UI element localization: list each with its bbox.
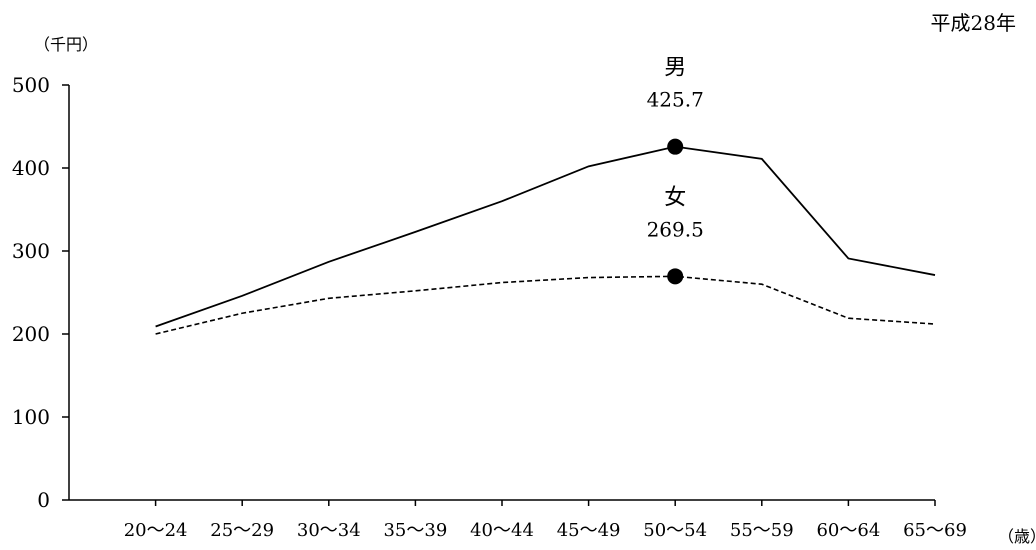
y-axis-unit-label: （千円） xyxy=(34,35,98,54)
x-tick-label: 40～44 xyxy=(470,520,534,541)
x-tick-label: 45～49 xyxy=(557,520,621,541)
series-group: 男 425.7 女 269.5 xyxy=(156,56,935,334)
y-tick-label: 200 xyxy=(12,322,50,346)
x-tick-label: 55～59 xyxy=(730,520,794,541)
y-axis-ticks: 0 100 200 300 400 500 xyxy=(12,73,69,512)
series-line-1 xyxy=(156,276,935,334)
x-tick-label: 30～34 xyxy=(297,520,361,541)
x-tick-label: 20～24 xyxy=(124,520,188,541)
y-tick-label: 0 xyxy=(37,488,50,512)
x-axis-unit-label: （歳） xyxy=(998,527,1036,546)
peak-marker-0 xyxy=(667,139,683,155)
year-label: 平成28年 xyxy=(931,11,1016,35)
series-name-label: 女 xyxy=(664,185,686,210)
x-tick-label: 35～39 xyxy=(383,520,447,541)
y-tick-label: 400 xyxy=(12,156,50,180)
x-tick-label: 65～69 xyxy=(903,520,967,541)
x-axis-ticks: 20～24 25～29 30～34 35～39 40～44 45～49 50～54 55～59… xyxy=(124,500,967,541)
y-tick-label: 500 xyxy=(12,73,50,97)
peak-value-label: 425.7 xyxy=(647,88,704,112)
x-tick-label: 25～29 xyxy=(210,520,274,541)
series-line-0 xyxy=(156,147,935,327)
y-tick-label: 100 xyxy=(12,405,50,429)
peak-value-label: 269.5 xyxy=(647,217,704,241)
series-name-label: 男 xyxy=(664,56,686,81)
x-tick-label: 60～64 xyxy=(816,520,880,541)
peak-marker-1 xyxy=(667,268,683,284)
y-tick-label: 300 xyxy=(12,239,50,263)
x-tick-label: 50～54 xyxy=(643,520,707,541)
